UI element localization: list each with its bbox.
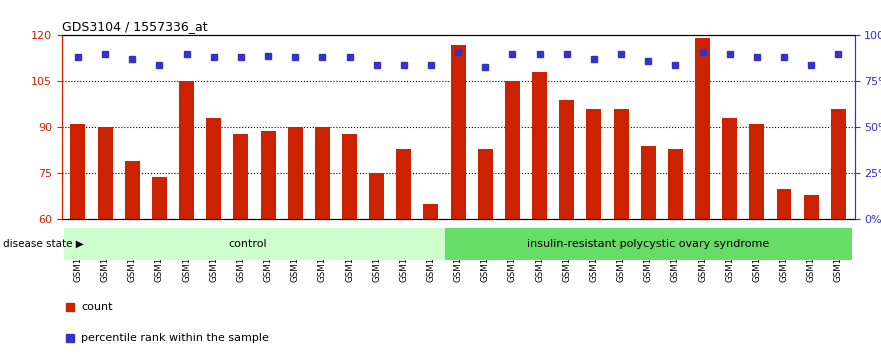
Text: count: count: [81, 302, 113, 312]
Bar: [288, 127, 303, 219]
Text: percentile rank within the sample: percentile rank within the sample: [81, 333, 270, 343]
Bar: [695, 39, 710, 219]
Bar: [750, 124, 765, 219]
Bar: [559, 100, 574, 219]
Bar: [152, 177, 167, 219]
FancyBboxPatch shape: [445, 228, 852, 260]
Bar: [668, 149, 683, 219]
Bar: [587, 109, 602, 219]
Bar: [640, 146, 655, 219]
Bar: [776, 189, 791, 219]
Bar: [722, 118, 737, 219]
Bar: [342, 133, 357, 219]
Bar: [396, 149, 411, 219]
Bar: [803, 195, 818, 219]
Bar: [261, 131, 276, 219]
Bar: [505, 81, 520, 219]
Bar: [478, 149, 492, 219]
Bar: [369, 173, 384, 219]
Bar: [315, 127, 329, 219]
Text: disease state ▶: disease state ▶: [4, 239, 84, 249]
Text: insulin-resistant polycystic ovary syndrome: insulin-resistant polycystic ovary syndr…: [527, 239, 769, 249]
Bar: [424, 204, 439, 219]
Bar: [532, 72, 547, 219]
Bar: [613, 109, 628, 219]
Bar: [831, 109, 846, 219]
Bar: [233, 133, 248, 219]
Bar: [98, 127, 113, 219]
Bar: [179, 81, 194, 219]
Text: control: control: [228, 239, 267, 249]
Bar: [125, 161, 140, 219]
Bar: [70, 124, 85, 219]
Text: GDS3104 / 1557336_at: GDS3104 / 1557336_at: [62, 20, 207, 33]
FancyBboxPatch shape: [64, 228, 445, 260]
Bar: [206, 118, 221, 219]
Bar: [451, 45, 465, 219]
